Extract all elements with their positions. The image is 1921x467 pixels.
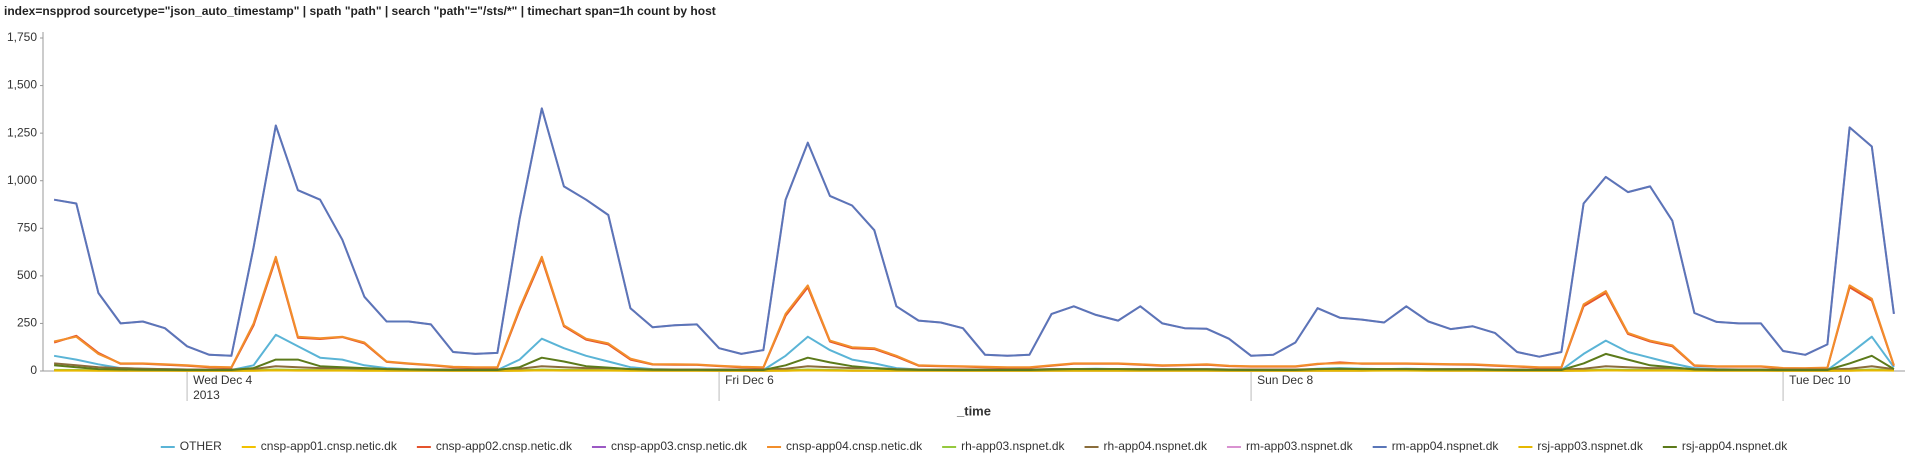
y-tick-label: 1,000	[7, 173, 37, 187]
legend-label: cnsp-app03.cnsp.netic.dk	[611, 439, 748, 453]
x-tick-label: Fri Dec 6	[725, 373, 774, 387]
legend-label: rh-app03.nspnet.dk	[961, 439, 1065, 453]
legend-label: cnsp-app02.cnsp.netic.dk	[436, 439, 573, 453]
x-tick-label: Wed Dec 4	[193, 373, 252, 387]
x-tick-label: Sun Dec 8	[1257, 373, 1313, 387]
legend-label: rm-app04.nspnet.dk	[1392, 439, 1500, 453]
legend-label: cnsp-app04.cnsp.netic.dk	[786, 439, 923, 453]
y-tick-label: 1,750	[7, 30, 37, 44]
y-tick-label: 500	[17, 268, 37, 282]
y-tick-label: 750	[17, 220, 37, 234]
series-line	[54, 352, 1895, 371]
y-tick-label: 250	[17, 316, 37, 330]
x-axis-label: _time	[956, 403, 991, 418]
legend-label: rm-app03.nspnet.dk	[1246, 439, 1354, 453]
chart-title: index=nspprod sourcetype="json_auto_time…	[4, 4, 716, 18]
x-year-label: 2013	[193, 388, 220, 402]
legend-label: rsj-app03.nspnet.dk	[1537, 439, 1643, 453]
legend-label: OTHER	[180, 439, 222, 453]
x-tick-label: Tue Dec 10	[1789, 373, 1851, 387]
series-line	[53, 107, 1895, 358]
y-tick-label: 1,250	[7, 125, 37, 139]
legend-label: cnsp-app01.cnsp.netic.dk	[261, 439, 398, 453]
series-line	[53, 107, 1895, 358]
legend-label: rsj-app04.nspnet.dk	[1682, 439, 1788, 453]
legend-label: rh-app04.nspnet.dk	[1104, 439, 1208, 453]
series-line	[53, 255, 1895, 370]
y-tick-label: 1,500	[7, 78, 37, 92]
y-tick-label: 0	[30, 363, 37, 377]
